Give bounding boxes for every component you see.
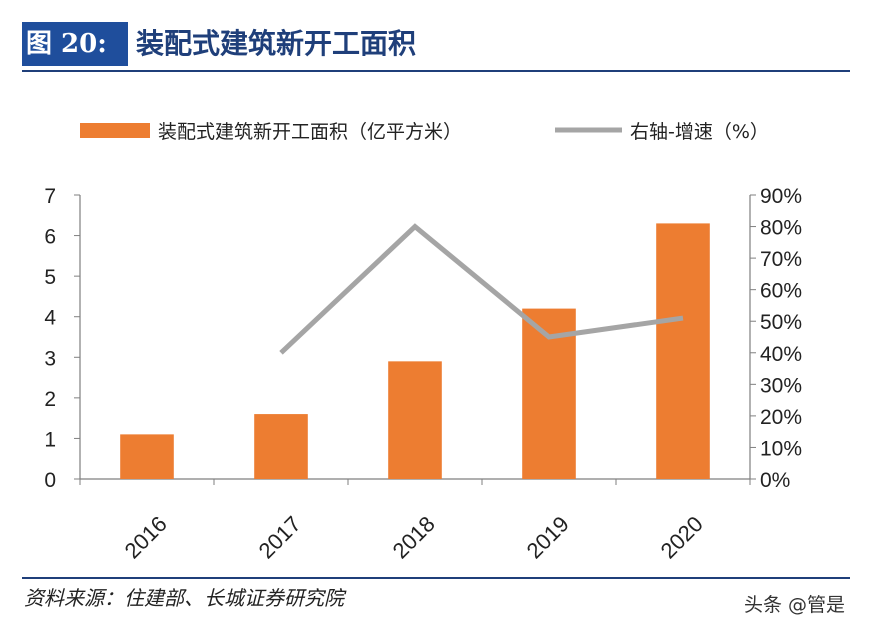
right-tick-label: 10%: [760, 437, 802, 460]
legend-label-bar: 装配式建筑新开工面积（亿平方米）: [158, 121, 462, 143]
left-tick-label: 0: [44, 469, 56, 492]
left-tick-label: 6: [44, 226, 56, 249]
left-tick-label: 1: [44, 428, 56, 451]
left-tick-label: 3: [44, 347, 56, 370]
bar-2017: [254, 414, 308, 479]
figure-header: 图 20: 装配式建筑新开工面积: [22, 22, 850, 72]
x-tick-label: 2019: [522, 511, 574, 563]
bar-2018: [388, 361, 442, 479]
right-tick-label: 20%: [760, 406, 802, 429]
x-tick-label: 2018: [388, 511, 440, 563]
right-tick-label: 60%: [760, 280, 802, 303]
right-tick-label: 90%: [760, 185, 802, 208]
bar-2016: [120, 434, 174, 479]
x-tick-label: 2017: [254, 511, 306, 563]
right-tick-label: 30%: [760, 374, 802, 397]
source-note: 资料来源：住建部、长城证券研究院: [24, 586, 344, 610]
watermark: 头条 @管是: [743, 594, 845, 616]
legend-swatch-bar: [80, 123, 150, 138]
right-tick-label: 0%: [760, 469, 790, 492]
legend-label-line: 右轴-增速（%）: [630, 121, 769, 143]
right-tick-label: 80%: [760, 217, 802, 240]
x-tick-label: 2020: [656, 511, 708, 563]
left-tick-label: 2: [44, 388, 56, 411]
figure-title: 装配式建筑新开工面积: [136, 27, 417, 60]
left-tick-label: 7: [44, 185, 56, 208]
left-tick-label: 4: [44, 307, 56, 330]
right-tick-label: 40%: [760, 343, 802, 366]
x-tick-label: 2016: [120, 511, 172, 563]
source-rule: [22, 577, 850, 579]
right-tick-label: 50%: [760, 311, 802, 334]
left-tick-label: 5: [44, 266, 56, 289]
bar-2020: [656, 223, 710, 479]
header-rule: [22, 70, 850, 72]
figure-label: 图 20:: [22, 22, 128, 66]
growth-line: [279, 223, 684, 355]
right-tick-label: 70%: [760, 248, 802, 271]
